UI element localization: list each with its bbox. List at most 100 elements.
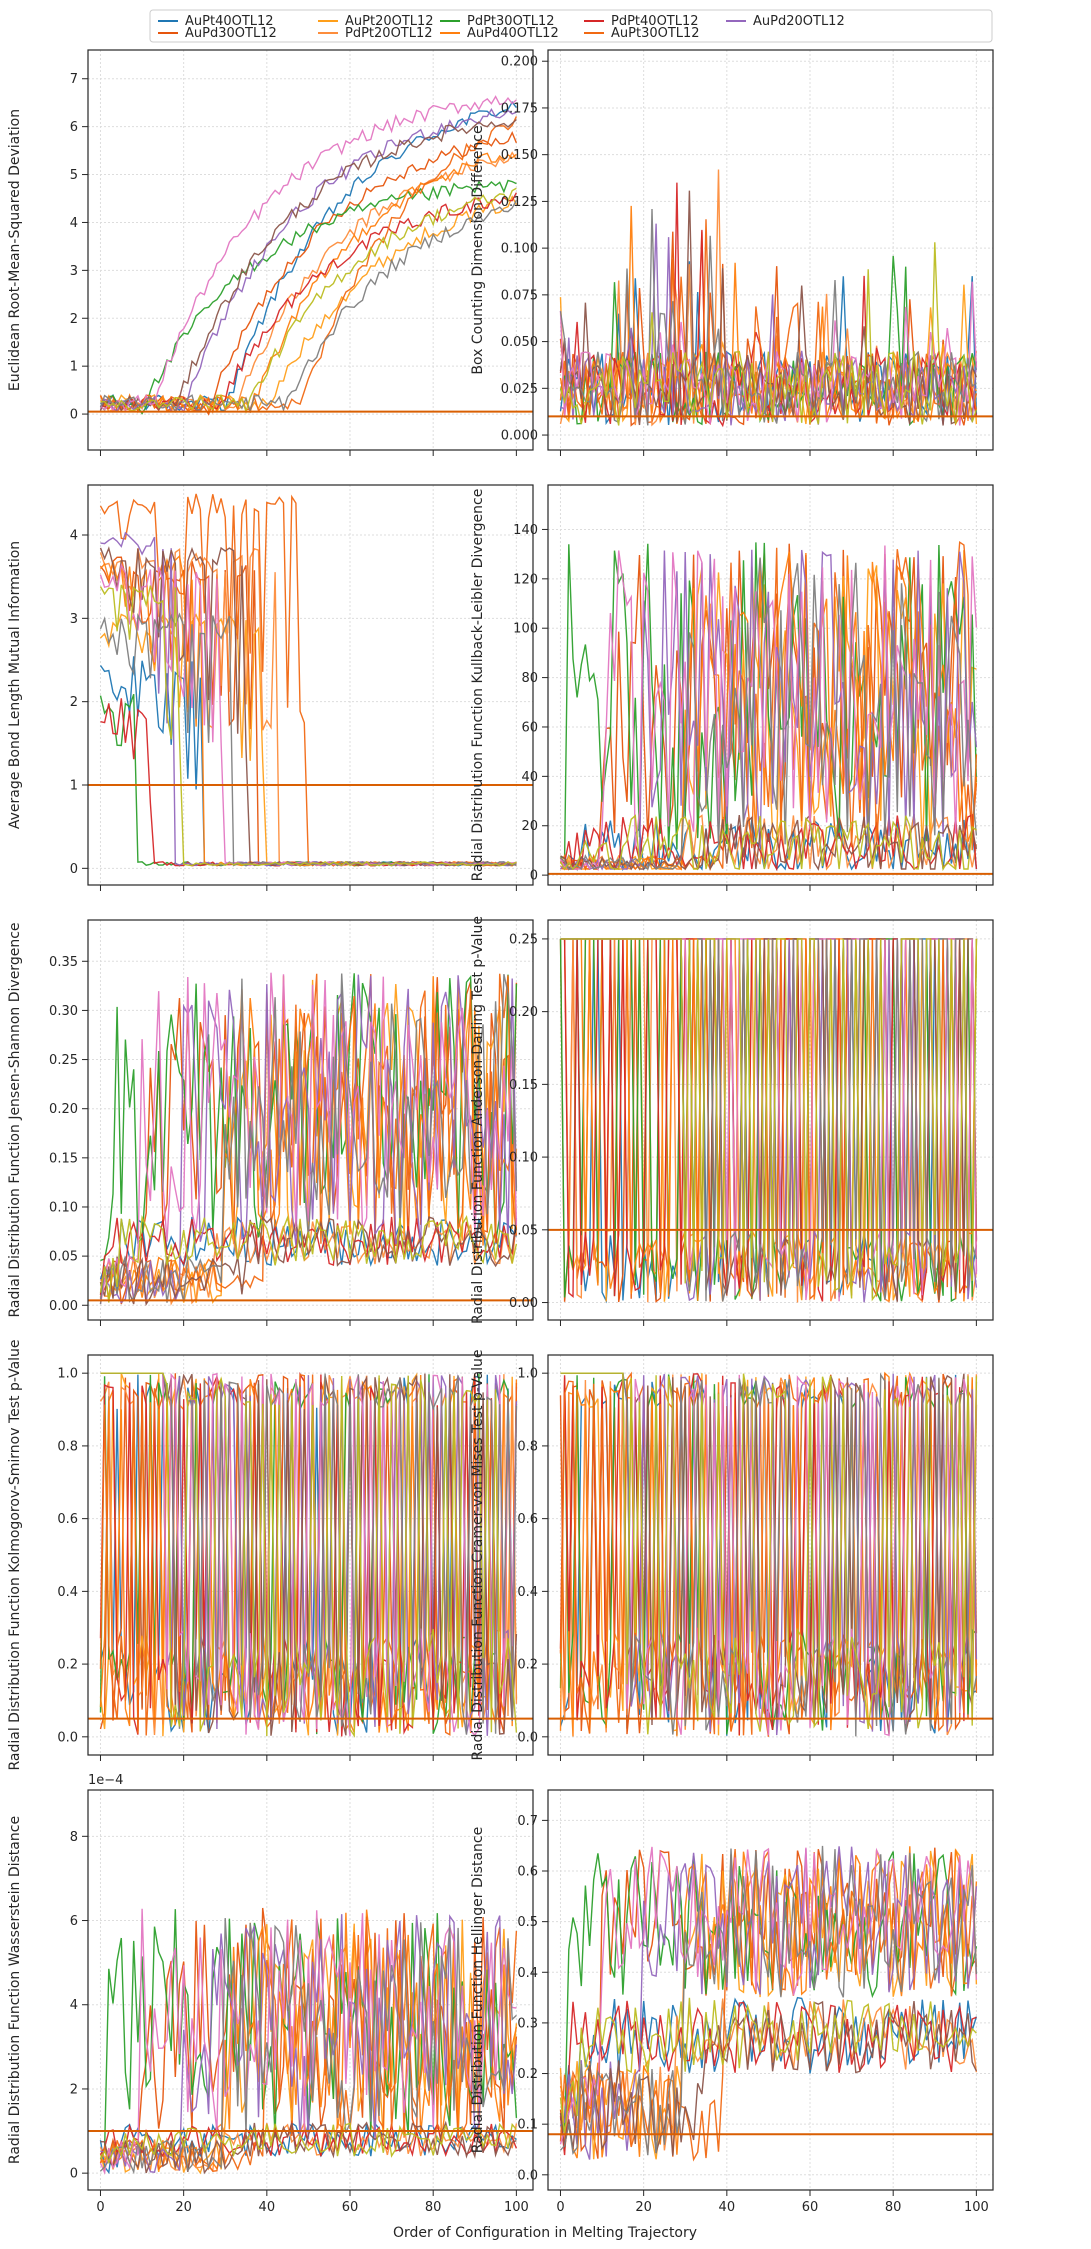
plot-area (88, 1907, 533, 2175)
series-line (99, 1373, 518, 1736)
y-tick-label: 0.00 (49, 1299, 78, 1314)
y-tick-label: 1 (70, 360, 78, 375)
legend-entry-label: PdPt30OTL12 (467, 14, 555, 29)
y-tick-label: 4 (70, 1998, 78, 2013)
y-tick-label: 0.2 (517, 1658, 538, 1673)
x-tick-label: 100 (504, 2200, 529, 2215)
legend-entry-label: PdPt20OTL12 (345, 26, 433, 41)
series-line (100, 187, 517, 415)
subplot-5: 0.00 0.05 0.10 0.15 0.20 0.25 0.30 0.35 Radial D… (7, 919, 534, 1326)
series-line (560, 938, 978, 1302)
y-tick-label: 0.10 (49, 1200, 78, 1215)
plot-area (548, 1845, 993, 2162)
series-line (99, 973, 518, 1305)
series-line (560, 813, 978, 871)
y-tick-label: 0.2 (517, 2067, 538, 2082)
plot-area (88, 1371, 533, 1738)
subplot-10: 0 20 40 60 80 100 0.0 0.1 0.2 0.3 0.4 0.5 0.6 0.7 Radi… (470, 1789, 994, 2215)
series-line (559, 2000, 977, 2156)
y-tick-label: 0.000 (501, 429, 538, 444)
series-line (100, 100, 517, 412)
y-axis-label: Average Bond Length Mutual Information (7, 541, 23, 829)
plot-frame (547, 1354, 994, 1756)
series-line (559, 1373, 978, 1735)
y-axis-label: Box Counting Dimension Difference (470, 125, 486, 374)
y-tick-label: 0.0 (517, 2168, 538, 2183)
y-tick-label: 0.20 (49, 1102, 78, 1117)
series-line (99, 1908, 517, 2175)
y-tick-label: 0.025 (501, 382, 538, 397)
series-line (99, 547, 517, 867)
legend-entry-label: AuPt20OTL12 (345, 14, 434, 29)
series-line (559, 1371, 978, 1737)
plot-frame (547, 49, 994, 451)
y-tick-label: 1.0 (57, 1367, 78, 1382)
y-tick-label: 0.15 (49, 1151, 78, 1166)
plot-area (548, 169, 993, 428)
legend-entry-label: PdPt40OTL12 (611, 14, 699, 29)
series-line (559, 549, 978, 871)
figure-x-axis-label: Order of Configuration in Melting Trajec… (393, 2225, 697, 2241)
y-tick-label: 80 (521, 671, 538, 686)
y-tick-label: 0.25 (49, 1053, 78, 1068)
y-tick-label: 0.15 (509, 1078, 538, 1093)
series-line (559, 814, 977, 872)
y-tick-label: 3 (70, 264, 78, 279)
x-tick-label: 20 (635, 2200, 652, 2215)
y-tick-label: 120 (513, 572, 538, 587)
series-line (559, 242, 978, 426)
series-line (99, 972, 518, 1305)
y-axis-label: Radial Distribution Function Wasserstein… (7, 1816, 23, 2164)
y-tick-label: 0.2 (57, 1658, 78, 1673)
subplot-7: 0.0 0.2 0.4 0.6 0.8 1.0 Radial Distribution Fu… (7, 1339, 534, 1771)
y-tick-label: 20 (521, 819, 538, 834)
x-tick-label: 100 (964, 2200, 989, 2215)
y-tick-label: 5 (70, 168, 78, 183)
series-line (560, 557, 978, 871)
series-line (100, 973, 518, 1293)
subplot-3: 0 1 2 3 4 Average Bond Length Mutual Informat… (7, 484, 534, 891)
plot-frame (87, 1789, 534, 2191)
y-tick-label: 0.100 (501, 242, 538, 257)
subplot-4: 0 20 40 60 80 100 120 140 Radial Distribution Fu… (470, 484, 994, 891)
y-axis-label: Radial Distribution Function Kolmogorov-… (7, 1339, 23, 1770)
series-line (559, 1997, 977, 2136)
plot-frame (547, 484, 994, 886)
y-tick-label: 0.05 (509, 1223, 538, 1238)
y-tick-label: 0.5 (517, 1915, 538, 1930)
y-tick-label: 0.10 (509, 1151, 538, 1166)
series-line (99, 693, 517, 867)
y-tick-label: 1 (70, 779, 78, 794)
series-line (99, 2121, 518, 2158)
y-axis-label: Euclidean Root-Mean-Squared Deviation (7, 109, 23, 391)
subplot-grid: 0 1 2 3 4 5 6 7 Euclidean Root-Mean-Squared Devi… (7, 49, 994, 2215)
y-tick-label: 0.00 (509, 1296, 538, 1311)
y-tick-label: 0.7 (517, 1814, 538, 1829)
y-axis-label: Radial Distribution Function Anderson-Da… (470, 916, 486, 1324)
y-axis-label: Radial Distribution Function Cramer-von … (470, 1349, 486, 1760)
y-tick-label: 6 (70, 1914, 78, 1929)
series-line (100, 95, 517, 413)
y-tick-label: 0.20 (509, 1005, 538, 1020)
x-tick-label: 0 (556, 2200, 564, 2215)
plot-area (548, 540, 993, 875)
y-tick-label: 0.0 (57, 1730, 78, 1745)
y-tick-label: 0.35 (49, 955, 78, 970)
y-tick-label: 0.125 (501, 195, 538, 210)
series-line (99, 199, 518, 414)
y-tick-label: 0.1 (517, 2118, 538, 2133)
y-tick-label: 0 (70, 862, 78, 877)
y-tick-label: 4 (70, 216, 78, 231)
y-tick-label: 2 (70, 695, 78, 710)
y-tick-label: 0.0 (517, 1730, 538, 1745)
y-tick-label: 0.075 (501, 288, 538, 303)
plot-area (88, 493, 533, 867)
series-line (99, 2120, 518, 2173)
y-tick-label: 0.25 (509, 932, 538, 947)
series-line (560, 813, 978, 872)
plot-area (548, 938, 993, 1304)
series-line (100, 1372, 518, 1735)
x-tick-label: 40 (719, 2200, 736, 2215)
y-tick-label: 0.3 (517, 2016, 538, 2031)
